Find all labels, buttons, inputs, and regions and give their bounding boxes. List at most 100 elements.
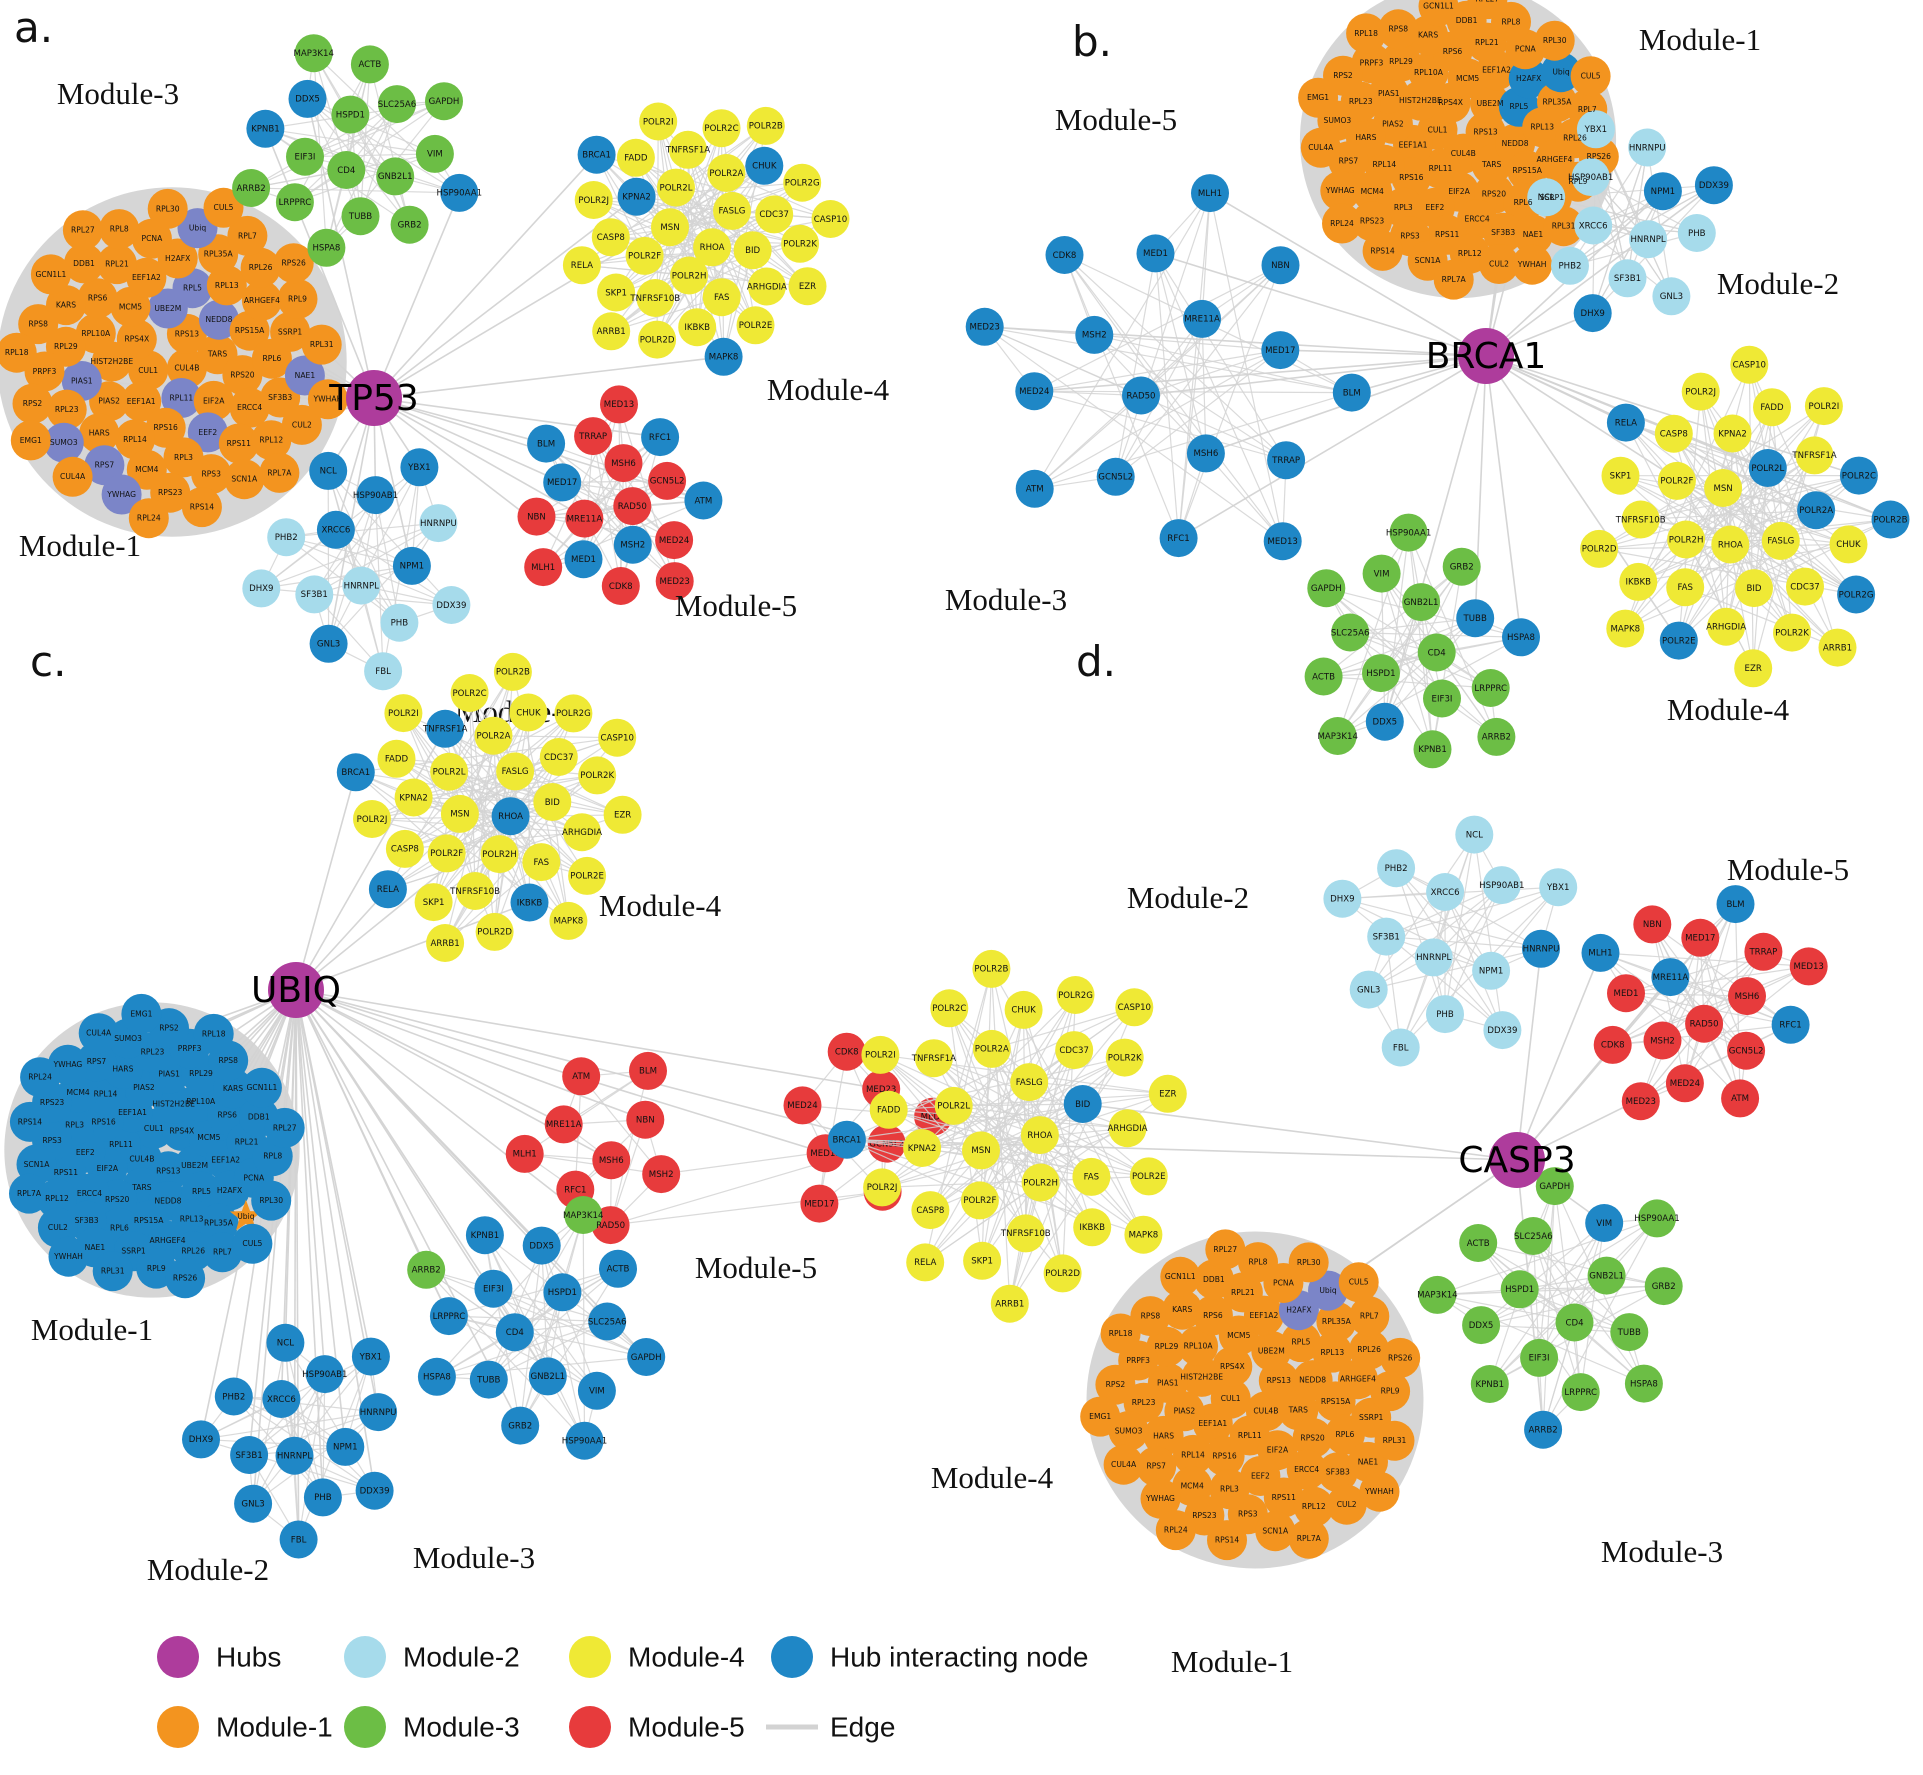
node-label-RPL27: RPL27 (1213, 1245, 1237, 1254)
node-label-PHB2: PHB2 (1558, 262, 1581, 272)
node-label-NCL: NCL (277, 1339, 294, 1349)
node-label-RPS7: RPS7 (1146, 1462, 1166, 1471)
node-YBX1 (1539, 868, 1578, 907)
node-EIF2A (193, 380, 234, 421)
legend-label: Hub interacting node (830, 1642, 1088, 1673)
node-label-PIAS2: PIAS2 (98, 397, 120, 406)
node-label-PIAS2: PIAS2 (1382, 119, 1404, 128)
node-label-YWHAH: YWHAH (53, 1252, 83, 1261)
node-label-RPL8: RPL8 (1502, 17, 1521, 26)
node-label-CUL5: CUL5 (1349, 1278, 1369, 1287)
node-MED17 (543, 463, 582, 502)
node-label-EZR: EZR (1159, 1090, 1176, 1100)
node-GRB2 (1442, 547, 1481, 586)
node-label-KPNB1: KPNB1 (1418, 745, 1447, 755)
node-label-UBE2M: UBE2M (181, 1161, 208, 1170)
node-label-RELA: RELA (1615, 418, 1637, 428)
node-label-GNB2L1: GNB2L1 (1589, 1271, 1624, 1281)
node-ACTB (599, 1249, 637, 1288)
node-label-MSH2: MSH2 (1082, 331, 1107, 341)
node-label-RPL3: RPL3 (1394, 203, 1413, 212)
node-label-EEF2: EEF2 (198, 428, 217, 437)
node-NBN (1261, 246, 1300, 285)
node-label-RPS7: RPS7 (1339, 157, 1359, 166)
node-label-UBE2M: UBE2M (154, 304, 181, 313)
node-label-Ubiq: Ubiq (237, 1212, 254, 1221)
node-HNRNPL (275, 1436, 314, 1475)
node-POLR2L (1748, 449, 1787, 487)
node-MSH6 (592, 1141, 631, 1180)
node-RPS7 (1136, 1446, 1177, 1487)
legend-item-edge: Edge (766, 1712, 895, 1743)
node-label-POLR2G: POLR2G (1839, 590, 1874, 600)
node-label-EZR: EZR (799, 282, 816, 292)
node-label-RPS13: RPS13 (1267, 1376, 1292, 1385)
node-label-RHOA: RHOA (700, 243, 725, 253)
node-label-NBN: NBN (1643, 920, 1662, 930)
node-label-PIAS2: PIAS2 (133, 1083, 155, 1092)
node-KPNB1 (465, 1216, 504, 1255)
node-HSP90AB1 (1482, 866, 1521, 905)
node-CHUK (745, 146, 784, 185)
node-label-POLR2B: POLR2B (974, 965, 1008, 975)
node-TNFRSF1A (1795, 436, 1834, 475)
node-label-PCNA: PCNA (1515, 45, 1537, 54)
node-RPL24 (1322, 203, 1362, 244)
node-label-ARHGDIA: ARHGDIA (747, 282, 787, 292)
node-FBL (364, 652, 403, 691)
node-label-POLR2A: POLR2A (975, 1045, 1009, 1055)
node-SLC25A6 (1331, 613, 1370, 652)
node-label-DHX9: DHX9 (249, 584, 273, 594)
node-RPS20 (222, 355, 263, 396)
node-SLC25A6 (378, 85, 416, 124)
node-label-ACTB: ACTB (607, 1265, 630, 1275)
node-label-LRPPRC: LRPPRC (1564, 1388, 1597, 1398)
node-CASP10 (1115, 988, 1154, 1027)
node-label-Ubiq: Ubiq (1319, 1286, 1336, 1295)
node-FBL (279, 1520, 318, 1559)
node-label-HSP90AB1: HSP90AB1 (302, 1370, 347, 1380)
node-label-RPS4X: RPS4X (124, 335, 149, 344)
node-label-HSPA8: HSPA8 (423, 1373, 451, 1383)
node-label-YBX1: YBX1 (359, 1352, 383, 1362)
node-label-KARS: KARS (223, 1084, 243, 1093)
node-label-POLR2H: POLR2H (1023, 1178, 1058, 1188)
node-SKP1 (597, 273, 636, 312)
node-ERCC4 (1286, 1449, 1327, 1490)
node-label-RPL31: RPL31 (101, 1267, 125, 1276)
node-GAPDH (1307, 569, 1346, 608)
legend-swatch-module2 (344, 1636, 386, 1678)
node-POLR2K (1105, 1038, 1144, 1077)
node-POLR2B (746, 106, 785, 145)
node-label-MRE11A: MRE11A (546, 1120, 582, 1130)
node-label-HNRNPU: HNRNPU (420, 519, 457, 529)
node-label-RPS4X: RPS4X (170, 1126, 195, 1135)
node-label-NBN: NBN (527, 512, 546, 522)
module-label-d-Module-5: Module-5 (1727, 852, 1849, 887)
node-POLR2K (578, 756, 617, 795)
node-label-MED24: MED24 (1670, 1079, 1700, 1089)
node-RPL23 (46, 389, 87, 430)
node-label-SLC25A6: SLC25A6 (378, 100, 417, 110)
node-label-YWHAH: YWHAH (1364, 1487, 1394, 1496)
node-RPL18 (1100, 1313, 1141, 1354)
node-label-BID: BID (745, 246, 760, 256)
node-GCN1L1 (1418, 0, 1459, 27)
node-NAE1 (1513, 214, 1553, 255)
hub-node-UBIQ (268, 962, 324, 1018)
node-label-YBX1: YBX1 (407, 463, 431, 473)
node-label-MED23: MED23 (659, 577, 689, 587)
node-RFC1 (1159, 519, 1198, 558)
node-label-RPS4X: RPS4X (1220, 1362, 1245, 1371)
node-HNRNPU (1522, 929, 1560, 968)
node-label-RPS15A: RPS15A (1321, 1397, 1351, 1406)
node-YWHAG (101, 474, 142, 515)
node-label-HIST2H2BE: HIST2H2BE (152, 1099, 195, 1108)
node-label-RPL7: RPL7 (213, 1248, 232, 1257)
node-label-RPL8: RPL8 (1249, 1258, 1268, 1267)
node-label-GCN1L1: GCN1L1 (1423, 2, 1454, 11)
node-label-POLR2F: POLR2F (430, 849, 463, 859)
module-label-a-Module-3: Module-3 (57, 76, 179, 111)
node-label-POLR2D: POLR2D (1582, 545, 1617, 555)
node-MSN (440, 794, 479, 833)
